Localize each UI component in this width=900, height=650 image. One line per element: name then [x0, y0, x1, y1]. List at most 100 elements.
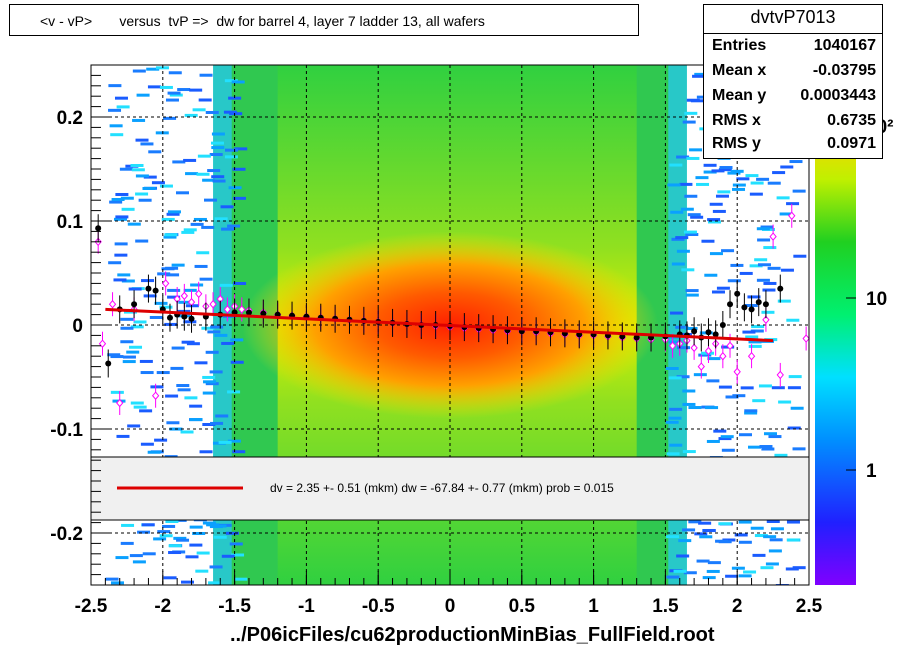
profile-black-point — [95, 225, 102, 232]
density-cell — [224, 79, 238, 83]
density-cell — [703, 163, 717, 167]
density-cell — [725, 395, 739, 399]
density-cell — [709, 252, 723, 256]
density-cell — [214, 333, 228, 337]
density-cell — [163, 576, 177, 580]
density-cell — [765, 562, 779, 566]
stats-value: 0.0971 — [827, 135, 876, 152]
density-cell — [162, 524, 176, 528]
y-axis: 0.2 0.1 0 -0.1 -0.2 — [50, 64, 111, 586]
density-cell — [707, 220, 721, 224]
density-cell — [146, 67, 160, 71]
z-tick-label: 10 — [866, 289, 887, 310]
density-cell — [183, 288, 197, 292]
density-cell — [712, 209, 726, 213]
profile-magenta-point — [116, 398, 124, 408]
density-cell — [702, 576, 716, 580]
density-cell — [140, 142, 154, 146]
density-cell — [189, 543, 203, 547]
density-cell — [740, 386, 754, 390]
density-cell — [692, 74, 706, 78]
profile-black-point — [633, 334, 640, 341]
density-cell — [132, 560, 146, 564]
density-cell — [769, 538, 783, 542]
density-cell — [701, 239, 715, 243]
density-cell — [202, 521, 216, 525]
profile-magenta-point — [802, 334, 810, 343]
density-cell — [202, 391, 216, 395]
density-cell — [135, 192, 149, 196]
density-cell — [722, 538, 736, 542]
density-cell — [172, 160, 186, 164]
density-cell — [135, 138, 149, 142]
density-cell — [670, 311, 684, 315]
density-cell — [165, 520, 179, 524]
density-cell — [229, 112, 243, 116]
density-cell — [720, 435, 734, 439]
density-cell — [673, 569, 687, 573]
density-cell — [189, 88, 203, 92]
density-cell — [205, 110, 219, 114]
density-cell — [665, 367, 679, 371]
density-cell — [181, 580, 195, 584]
density-cell — [203, 380, 217, 384]
density-cell — [183, 228, 197, 232]
density-cell — [668, 340, 682, 344]
density-cell — [135, 239, 149, 243]
plot-title-box: <v - vP> versus tvP => dw for barrel 4, … — [9, 4, 639, 36]
x-axis: -2.5 -2 -1.5 -1 -0.5 0 0.5 1 1.5 2 2.5 — [75, 571, 823, 617]
x-tick-label: -1 — [298, 596, 315, 617]
density-cell — [775, 584, 789, 585]
density-cell — [218, 440, 232, 444]
density-cell — [676, 249, 690, 253]
density-cell — [140, 371, 154, 375]
density-cell — [766, 519, 780, 523]
density-cell — [110, 355, 124, 359]
density-cell — [168, 544, 182, 548]
density-cell — [143, 175, 157, 179]
density-cell — [763, 432, 777, 436]
density-cell — [121, 207, 135, 211]
density-cell — [185, 555, 199, 559]
density-cell — [143, 294, 157, 298]
density-cell — [711, 169, 725, 173]
density-cell — [180, 430, 194, 434]
density-cell — [114, 96, 128, 100]
density-cell — [685, 289, 699, 293]
density-cell — [122, 355, 136, 359]
density-cell — [176, 538, 190, 542]
density-cell — [120, 326, 134, 330]
density-cell — [792, 566, 806, 570]
profile-black-point — [727, 301, 734, 308]
density-cell — [193, 217, 207, 221]
stats-value: 1040167 — [813, 37, 876, 54]
density-cell — [121, 279, 135, 283]
density-cell — [790, 406, 804, 410]
density-cell — [163, 235, 177, 239]
density-cell — [676, 155, 690, 159]
density-cell — [167, 91, 181, 95]
density-cell — [205, 382, 219, 386]
density-cell — [731, 566, 745, 570]
density-cell — [738, 574, 752, 578]
density-cell — [108, 84, 122, 88]
density-cell — [224, 148, 238, 152]
stats-row-entries: Entries 1040167 — [712, 37, 876, 61]
density-cell — [666, 535, 680, 539]
density-cell — [681, 268, 695, 272]
density-cell — [721, 448, 735, 452]
density-cell — [683, 230, 697, 234]
density-cell — [732, 183, 746, 187]
x-tick-label: -2.5 — [75, 596, 108, 617]
density-cell — [231, 553, 245, 557]
density-cell — [133, 320, 147, 324]
density-cell — [207, 169, 221, 173]
density-cell — [707, 218, 721, 222]
density-cell — [120, 340, 134, 344]
density-cell — [759, 445, 773, 449]
profile-magenta-point — [769, 232, 777, 241]
density-cell — [699, 535, 713, 539]
density-cell — [739, 271, 753, 275]
density-cell — [210, 325, 224, 329]
